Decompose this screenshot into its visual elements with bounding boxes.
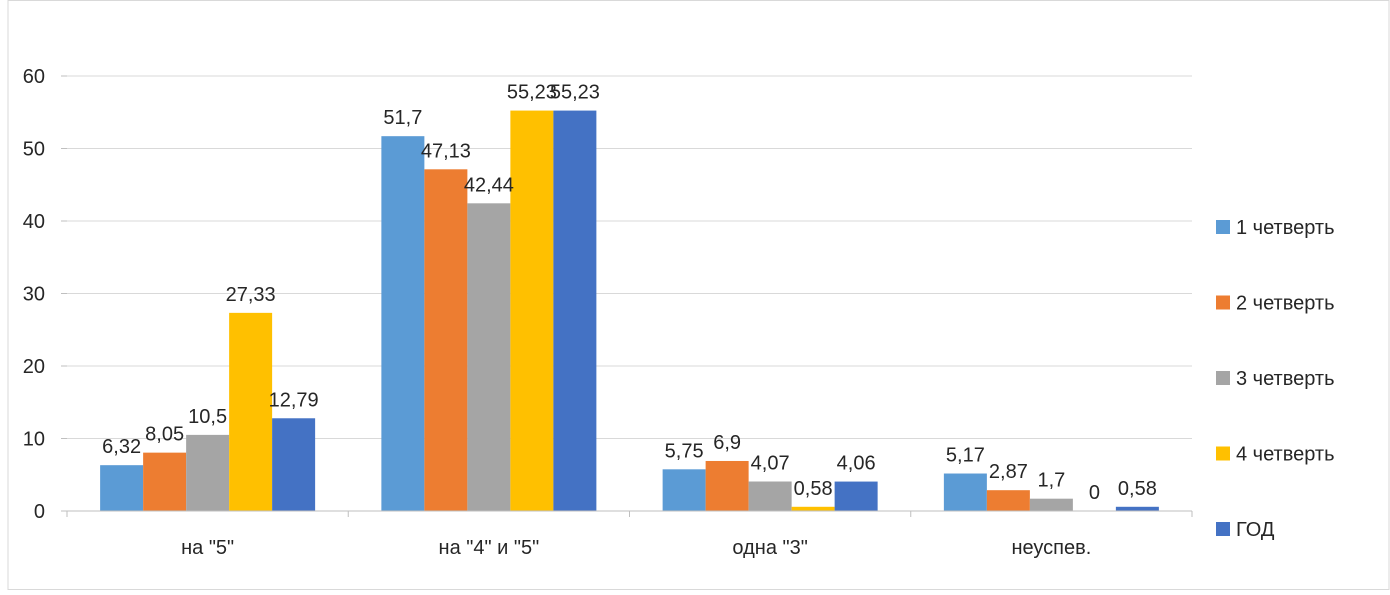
data-label: 8,05: [145, 424, 184, 446]
legend-item: 2 четверть: [1216, 293, 1335, 315]
data-label: 1,7: [1037, 470, 1065, 492]
y-axis-tick-labels: 0 10 20 30 40 50 60: [23, 66, 45, 523]
data-label: 2,87: [989, 461, 1028, 483]
data-label: 6,32: [102, 436, 141, 458]
data-label: 0,58: [1118, 478, 1157, 500]
data-label: 42,44: [464, 174, 514, 196]
y-tick-label: 50: [23, 139, 45, 161]
bar: [1029, 498, 1073, 511]
bar: [553, 110, 597, 512]
x-category-label: на "4" и "5": [439, 537, 540, 559]
data-label: 55,23: [550, 82, 600, 104]
legend: 1 четверть 2 четверть 3 четверть 4 четверть…: [1216, 217, 1335, 541]
bar: [186, 434, 230, 511]
data-label: 0: [1089, 482, 1100, 504]
legend-item: 3 четверть: [1216, 368, 1335, 390]
data-label: 51,7: [383, 107, 422, 129]
data-label: 4,06: [837, 453, 876, 475]
legend-label: ГОД: [1236, 519, 1275, 541]
y-tick-label: 10: [23, 429, 45, 451]
x-category-label: неуспев.: [1011, 537, 1091, 559]
legend-swatch: [1216, 522, 1230, 536]
legend-label: 2 четверть: [1236, 293, 1335, 315]
bar: [943, 473, 987, 511]
bar: [424, 169, 468, 511]
bar: [791, 506, 835, 511]
bar: [705, 460, 749, 511]
y-tick-label: 40: [23, 211, 45, 233]
legend-item: ГОД: [1216, 519, 1275, 541]
data-labels: 6,32 51,7 5,75 5,17 8,05 47,13 6,9 2,87 10,5 42,4…: [102, 82, 1157, 504]
bar: [272, 418, 316, 511]
legend-swatch: [1216, 220, 1230, 234]
bar: [986, 490, 1030, 511]
bar: [510, 110, 554, 512]
bar: [834, 481, 878, 511]
legend-item: 4 четверть: [1216, 444, 1335, 466]
data-label: 27,33: [226, 284, 276, 306]
bar: [1115, 506, 1159, 511]
data-label: 5,17: [946, 445, 985, 467]
x-category-label: одна "3": [732, 537, 807, 559]
x-axis: [66, 510, 1193, 517]
data-label: 55,23: [507, 82, 557, 104]
legend-label: 1 четверть: [1236, 217, 1335, 239]
legend-item: 1 четверть: [1216, 217, 1335, 239]
legend-swatch: [1216, 446, 1230, 461]
data-label: 12,79: [269, 389, 319, 411]
data-label: 10,5: [188, 406, 227, 428]
legend-label: 4 четверть: [1236, 444, 1335, 466]
data-label: 6,9: [713, 432, 741, 454]
x-axis-category-labels: на "5" на "4" и "5" одна "3" неуспев.: [181, 537, 1091, 559]
y-tick-label: 20: [23, 356, 45, 378]
bar: [467, 203, 511, 511]
legend-swatch: [1216, 371, 1230, 385]
data-label: 0,58: [794, 478, 833, 500]
y-tick-label: 60: [23, 66, 45, 88]
x-category-label: на "5": [181, 537, 234, 559]
y-tick-label: 30: [23, 284, 45, 306]
bar: [381, 136, 425, 512]
data-label: 4,07: [751, 452, 790, 474]
bar: [748, 481, 792, 511]
bar: [143, 452, 187, 511]
bar: [229, 312, 273, 511]
legend-swatch: [1216, 295, 1230, 310]
bar: [662, 469, 706, 511]
data-label: 47,13: [421, 140, 471, 162]
bars: [100, 110, 1159, 512]
bar: [100, 465, 144, 511]
data-label: 5,75: [665, 440, 704, 462]
y-tick-label: 0: [34, 501, 45, 523]
legend-label: 3 четверть: [1236, 368, 1335, 390]
